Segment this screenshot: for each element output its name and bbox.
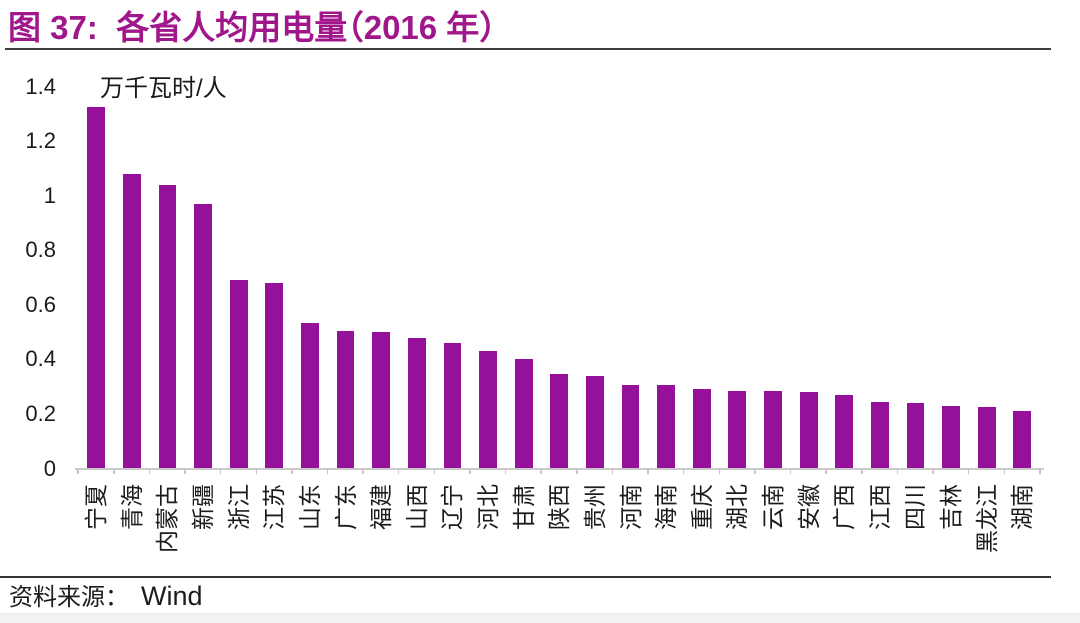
x-axis-tick [184, 469, 186, 475]
source-value: Wind [141, 581, 203, 611]
x-axis-tick [397, 469, 400, 475]
x-axis-tick [433, 469, 436, 475]
chart-title-text: 各省人均用电量（2016 年） [116, 9, 496, 46]
x-axis-tick [896, 469, 899, 475]
bar-吉林 [942, 405, 960, 469]
x-axis-tick [219, 469, 222, 475]
x-axis-tick [1039, 469, 1041, 475]
bar-甘肃 [514, 359, 533, 469]
x-axis-tick [861, 469, 863, 475]
x-axis-tick [255, 469, 257, 475]
bar-湖南 [1013, 411, 1032, 469]
title-underline [5, 48, 1051, 50]
bar-重庆 [692, 389, 711, 469]
bar-新疆 [194, 203, 212, 469]
x-axis-tick [647, 469, 649, 475]
x-axis-tick [754, 469, 756, 475]
x-axis-tick [326, 469, 329, 475]
y-axis-tick-label: 1 [43, 182, 56, 208]
bar-江苏 [265, 282, 284, 469]
bar-湖北 [728, 390, 747, 469]
x-axis-tick [504, 469, 507, 475]
y-axis-tick-label: 0.8 [25, 237, 56, 263]
bar-云南 [764, 390, 782, 469]
bar-内蒙古 [158, 184, 177, 469]
x-axis-tick [718, 469, 721, 475]
y-axis-tick-label: 0.4 [25, 346, 56, 372]
bar-辽宁 [443, 343, 462, 469]
x-axis-tick [540, 469, 542, 475]
bar-山西 [407, 337, 426, 469]
bar-陕西 [550, 374, 569, 469]
bar-河北 [479, 351, 497, 469]
x-axis-tick [789, 469, 792, 475]
bar-福建 [372, 332, 391, 469]
bar-江西 [870, 401, 889, 469]
x-axis-tick [932, 469, 934, 475]
page-edge-strip [0, 613, 1080, 623]
x-axis-tick [113, 469, 115, 475]
bar-黑龙江 [977, 407, 996, 469]
bar-山东 [301, 322, 319, 469]
x-axis-tick [825, 469, 827, 475]
y-axis-tick-label: 0 [43, 455, 56, 481]
y-axis-tick-label: 0.6 [25, 291, 56, 317]
chart-title: 图 37: 各省人均用电量（2016 年） [8, 1, 496, 49]
footer-separator-line [0, 576, 1051, 578]
y-axis-tick-label: 1.2 [25, 128, 56, 154]
y-axis-unit-label: 万千瓦时/人 [100, 75, 227, 102]
x-axis-tick [148, 469, 151, 475]
figure-number-label: 图 37: [8, 9, 98, 46]
data-source-note: 资料来源： Wind [9, 577, 203, 612]
x-axis-tick [682, 469, 685, 475]
x-axis-tick [967, 469, 970, 475]
x-axis-tick [1003, 469, 1006, 475]
bar-宁夏 [87, 107, 106, 469]
x-axis-tick [362, 469, 364, 475]
source-label: 资料来源： [9, 585, 129, 611]
bar-广西 [835, 394, 854, 469]
x-axis-tick [469, 469, 471, 475]
x-axis-tick [77, 469, 79, 475]
x-axis-tick [291, 469, 293, 475]
bar-浙江 [229, 280, 248, 469]
bar-河南 [621, 385, 640, 469]
bar-安徽 [799, 392, 818, 469]
x-axis-line [74, 467, 1044, 470]
bar-贵州 [585, 375, 604, 469]
bar-海南 [657, 385, 676, 469]
bar-青海 [122, 173, 141, 469]
x-axis-tick [611, 469, 614, 475]
y-axis-tick-label: 1.4 [25, 73, 56, 99]
y-axis-tick-label: 0.2 [25, 400, 56, 426]
bar-四川 [906, 403, 925, 469]
bar-广东 [336, 330, 355, 469]
x-axis-tick [576, 469, 578, 475]
